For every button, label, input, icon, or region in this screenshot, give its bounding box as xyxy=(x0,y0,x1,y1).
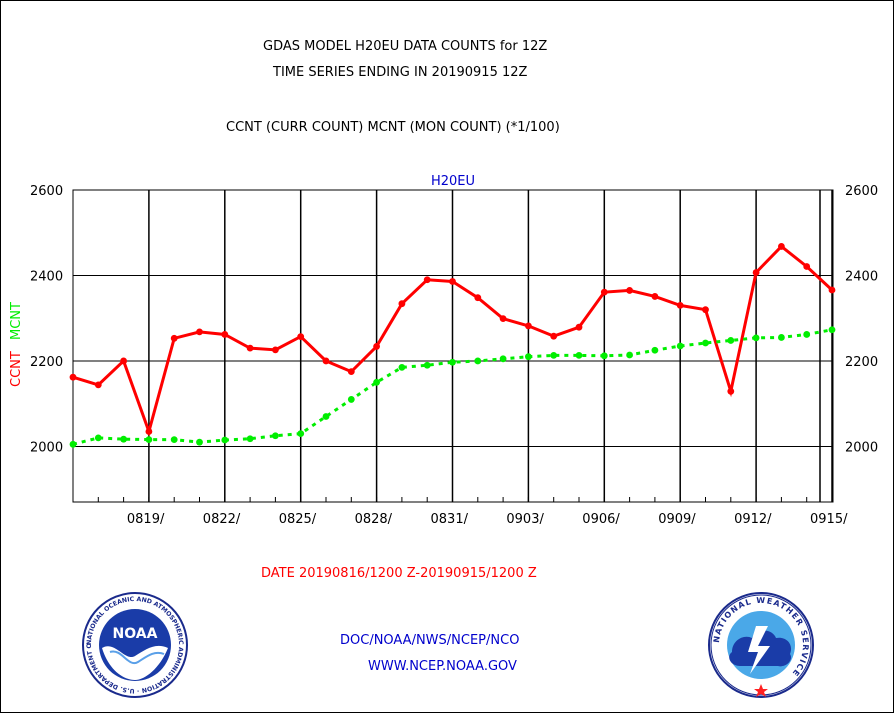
data-point-ccnt xyxy=(94,381,102,389)
nws-logo: NATIONAL WEATHER SERVICE xyxy=(708,592,814,698)
x-tick-label: 0822/ xyxy=(203,512,241,527)
data-point-mcnt xyxy=(676,342,684,350)
noaa-logo-text: NOAA xyxy=(113,626,158,642)
data-point-ccnt xyxy=(651,293,659,300)
data-point-mcnt xyxy=(170,436,178,443)
data-point-ccnt xyxy=(170,334,178,342)
data-point-ccnt xyxy=(752,269,760,276)
data-point-ccnt xyxy=(575,323,583,331)
y-axis-label: CCNT xyxy=(9,351,24,387)
website-link[interactable]: WWW.NCEP.NOAA.GOV xyxy=(368,659,517,674)
data-point-ccnt xyxy=(702,306,709,314)
data-point-ccnt xyxy=(525,322,532,330)
data-point-mcnt xyxy=(373,378,380,386)
data-point-mcnt xyxy=(347,396,355,403)
y-tick-label-right: 2000 xyxy=(845,440,878,455)
data-point-ccnt xyxy=(828,286,836,294)
data-point-mcnt xyxy=(778,334,785,341)
x-axis-date-range: DATE 20190816/1200 Z-20190915/1200 Z xyxy=(261,566,537,581)
data-point-ccnt xyxy=(449,278,456,285)
x-tick-label: 0903/ xyxy=(506,512,544,527)
data-point-ccnt xyxy=(196,328,203,336)
data-point-ccnt xyxy=(676,301,684,309)
x-tick-label: 0906/ xyxy=(582,512,620,527)
data-point-ccnt xyxy=(246,344,254,352)
data-point-ccnt xyxy=(221,331,229,338)
y-tick-label-left: 2400 xyxy=(30,269,63,284)
y-tick-label-left: 2200 xyxy=(30,355,63,370)
y-tick-label-right: 2200 xyxy=(845,355,878,370)
data-point-ccnt xyxy=(120,357,127,365)
data-point-mcnt xyxy=(828,326,836,334)
x-tick-label: 0819/ xyxy=(127,512,165,527)
y-tick-label-left: 2000 xyxy=(30,440,63,455)
data-point-mcnt xyxy=(575,352,583,359)
chart-subtitle: CCNT (CURR COUNT) MCNT (MON COUNT) (*1/1… xyxy=(226,120,560,135)
x-tick-label: 0828/ xyxy=(355,512,393,527)
noaa-logo: NATIONAL OCEANIC AND ATMOSPHERIC ADMINIS… xyxy=(80,590,188,698)
data-point-mcnt xyxy=(651,346,659,354)
data-point-mcnt xyxy=(297,430,305,438)
data-point-ccnt xyxy=(600,288,608,296)
data-point-mcnt xyxy=(272,432,279,440)
data-point-ccnt xyxy=(550,332,558,340)
data-point-mcnt xyxy=(196,438,203,446)
data-point-mcnt xyxy=(702,339,709,347)
data-point-mcnt xyxy=(600,352,608,360)
data-point-ccnt xyxy=(727,387,735,395)
data-point-mcnt xyxy=(550,352,558,359)
data-point-mcnt xyxy=(120,435,127,443)
data-point-ccnt xyxy=(499,315,507,323)
data-point-ccnt xyxy=(347,368,355,376)
x-tick-label: 0909/ xyxy=(658,512,696,527)
data-point-mcnt xyxy=(322,413,330,420)
data-point-mcnt xyxy=(94,434,102,442)
data-point-mcnt xyxy=(423,361,431,369)
data-point-mcnt xyxy=(449,358,456,366)
x-tick-label: 0912/ xyxy=(734,512,772,527)
data-point-ccnt xyxy=(423,276,431,284)
data-point-mcnt xyxy=(246,435,254,443)
x-tick-label: 0915/ xyxy=(810,512,848,527)
data-point-mcnt xyxy=(145,436,153,443)
data-point-mcnt xyxy=(221,436,229,444)
data-point-mcnt xyxy=(752,334,760,342)
x-tick-label: 0831/ xyxy=(431,512,469,527)
data-point-ccnt xyxy=(803,263,811,270)
data-point-mcnt xyxy=(69,440,77,448)
data-point-ccnt xyxy=(322,357,330,365)
data-point-ccnt xyxy=(398,300,406,308)
data-point-ccnt xyxy=(272,346,279,354)
plot-title: H20EU xyxy=(431,174,475,189)
data-point-ccnt xyxy=(626,287,633,294)
y-axis-label: MCNT xyxy=(9,302,24,340)
y-tick-label-left: 2600 xyxy=(30,184,63,199)
data-point-ccnt xyxy=(145,428,153,435)
data-point-mcnt xyxy=(727,337,735,344)
data-point-mcnt xyxy=(626,351,633,359)
x-tick-label: 0825/ xyxy=(279,512,317,527)
data-point-mcnt xyxy=(499,355,507,363)
data-point-mcnt xyxy=(474,357,482,365)
data-point-mcnt xyxy=(398,363,406,371)
chart-title-line1: GDAS MODEL H20EU DATA COUNTS for 12Z xyxy=(263,39,548,54)
y-tick-label-right: 2600 xyxy=(845,184,878,199)
data-point-mcnt xyxy=(525,353,532,361)
data-point-ccnt xyxy=(778,243,785,250)
data-point-ccnt xyxy=(297,333,305,340)
data-point-ccnt xyxy=(474,294,482,302)
data-point-mcnt xyxy=(803,331,811,338)
y-tick-label-right: 2400 xyxy=(845,269,878,284)
data-point-ccnt xyxy=(69,373,77,381)
chart-title-line2: TIME SERIES ENDING IN 20190915 12Z xyxy=(273,65,528,80)
data-point-ccnt xyxy=(373,343,380,350)
agency-line: DOC/NOAA/NWS/NCEP/NCO xyxy=(340,633,520,648)
